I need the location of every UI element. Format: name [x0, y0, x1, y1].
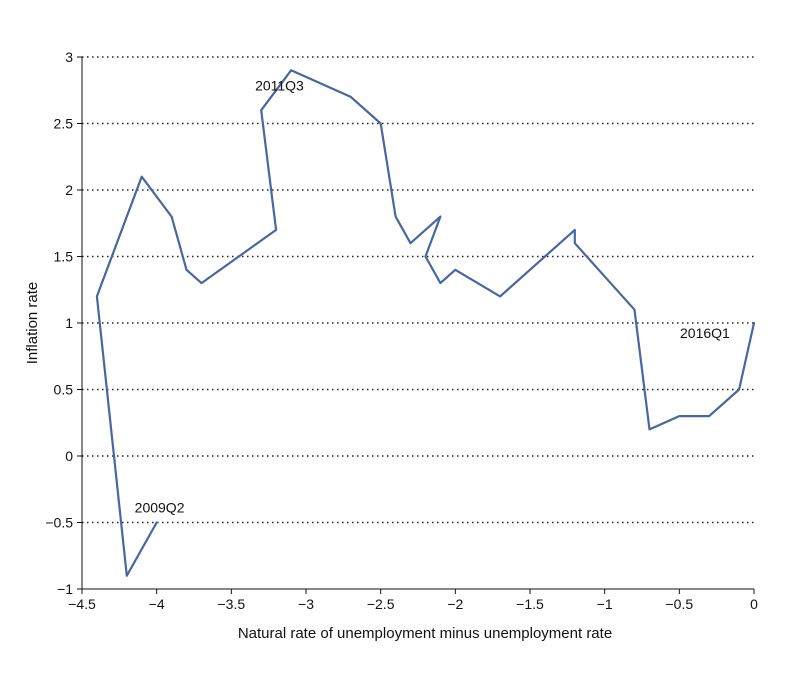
- x-tick-label: 0: [750, 596, 758, 612]
- x-tick-label: −4.5: [68, 596, 96, 612]
- y-tick-label: −1: [57, 581, 73, 597]
- series-line: [95, 69, 756, 577]
- x-tick-label: −1: [597, 596, 613, 612]
- y-axis-ticks: −1 −0.5 0 0.5 1 1.5 2 2.5 3: [45, 49, 82, 597]
- gridlines: [82, 56, 754, 524]
- x-tick-label: −1.5: [516, 596, 544, 612]
- x-tick-label: −2: [447, 596, 463, 612]
- x-tick-label: −2.5: [367, 596, 395, 612]
- annotation-label: 2016Q1: [680, 325, 730, 341]
- y-axis-title: Inflation rate: [24, 282, 41, 365]
- y-tick-label: 0.5: [54, 382, 74, 398]
- y-tick-label: 0: [65, 448, 73, 464]
- y-tick-label: 2.5: [54, 116, 74, 132]
- y-tick-label: −0.5: [45, 515, 73, 531]
- y-tick-label: 1.5: [54, 249, 74, 265]
- x-axis-ticks: −4.5 −4 −3.5 −3 −2.5 −2 −1.5 −1 −0.5 0: [68, 589, 758, 612]
- y-tick-label: 1: [65, 315, 73, 331]
- annotations: 2009Q2 2011Q3 2016Q1: [135, 77, 730, 515]
- series-group: [95, 69, 756, 577]
- y-tick-label: 2: [65, 182, 73, 198]
- annotation-label: 2011Q3: [255, 77, 304, 93]
- x-tick-label: −3: [298, 596, 314, 612]
- y-tick-label: 3: [65, 49, 73, 65]
- x-axis-title: Natural rate of unemployment minus unemp…: [238, 625, 612, 642]
- annotation-label: 2009Q2: [135, 500, 185, 516]
- x-tick-label: −4: [149, 596, 165, 612]
- x-tick-label: −0.5: [666, 596, 694, 612]
- x-tick-label: −3.5: [218, 596, 246, 612]
